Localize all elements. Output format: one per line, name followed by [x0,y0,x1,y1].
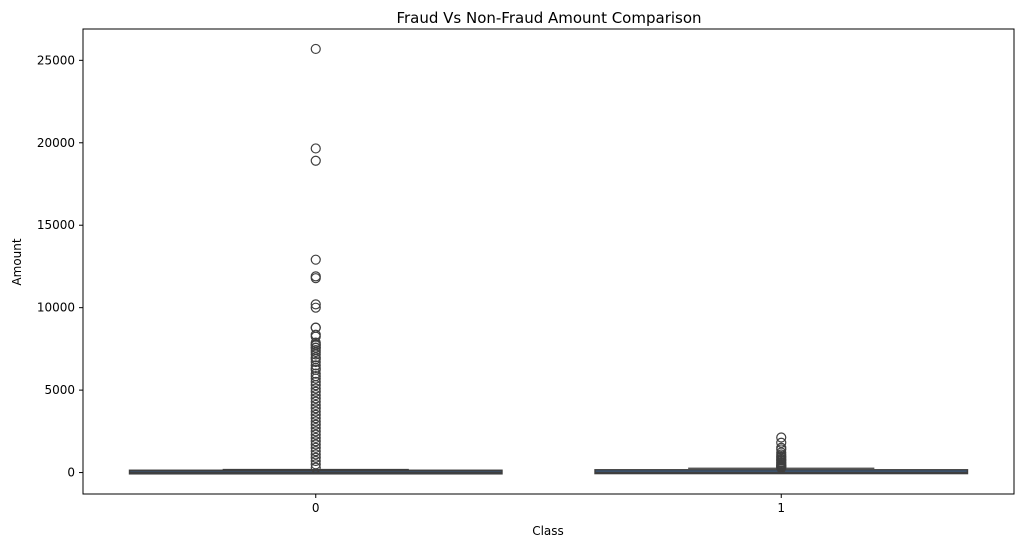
outlier-point [310,383,321,394]
plot-area-frame [82,28,1015,495]
outlier-point [310,143,321,154]
outlier-point [310,406,321,417]
outlier-point [310,432,321,444]
outlier-point [310,380,321,391]
y-axis-label: Amount [10,238,24,285]
outlier-point [310,462,321,473]
outlier-point [310,413,321,424]
x-tick-label: 0 [312,501,320,515]
outlier-point [310,43,321,55]
outlier-point [310,376,321,387]
outlier-point [310,429,321,440]
outlier-point [310,455,321,467]
chart-title: Fraud Vs Non-Fraud Amount Comparison [396,9,701,27]
x-tick-label: 1 [777,501,785,515]
outlier-point [310,368,321,379]
outlier-point [310,346,321,358]
outlier-point [310,446,321,457]
outlier-point [310,403,321,414]
outlier-point [310,155,321,166]
y-tick-label: 15000 [37,218,75,232]
outlier-point [310,389,321,401]
y-axis: 0 5000 10000 15000 20000 25000 [37,53,83,480]
y-tick-label: 10000 [37,301,75,315]
outlier-point [310,426,321,437]
outlier-point [310,349,321,360]
outlier-point [310,360,321,371]
outlier-point [310,299,321,310]
outlier-point [310,439,321,450]
outlier-point [310,399,321,411]
outlier-point [310,419,321,430]
outlier-point [310,409,321,420]
outlier-point [310,373,321,384]
outlier-point [310,254,321,265]
y-tick-label: 0 [67,466,75,480]
outlier-point [310,422,321,434]
x-axis-label: Class [532,524,564,538]
outlier-point [310,356,321,368]
outlier-point [776,432,787,443]
outlier-point [310,386,321,397]
y-tick-label: 20000 [37,136,75,150]
outlier-point [310,416,321,427]
y-tick-label: 5000 [44,383,75,397]
outlier-point [310,436,321,447]
outlier-point [310,393,321,404]
outlier-point [310,442,321,453]
outlier-point [310,452,321,463]
outlier-point [776,437,787,448]
boxes-group [128,43,969,475]
outlier-point [776,462,787,474]
outlier-point [310,273,321,284]
outlier-point [310,459,321,470]
outlier-point [310,396,321,407]
outlier-point [310,449,321,460]
y-tick-label: 25000 [37,53,75,67]
outlier-point [310,302,321,313]
